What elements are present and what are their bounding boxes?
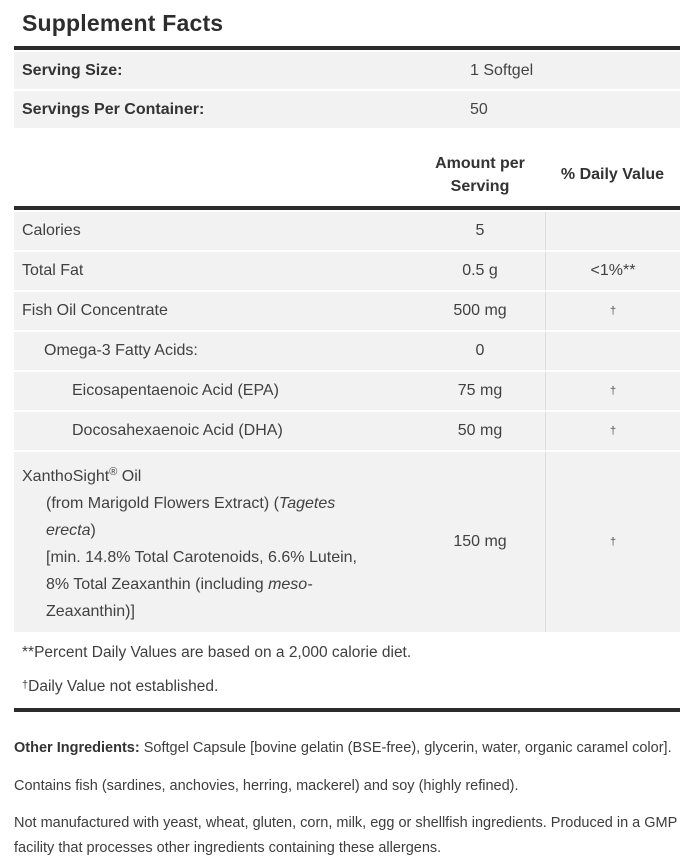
nutrient-daily-value: †: [545, 292, 680, 330]
nutrient-amount: 0: [475, 342, 485, 359]
xanthosight-line-6: Zeaxanthin)]: [46, 603, 135, 620]
other-ingredients-label: Other Ingredients:: [14, 740, 140, 756]
nutrient-daily-value: [545, 332, 680, 370]
nutrient-label: Calories: [22, 222, 81, 239]
nutrient-label: Eicosapentaenoic Acid (EPA): [72, 382, 279, 399]
nutrient-label: Omega-3 Fatty Acids:: [44, 342, 198, 359]
nutrient-label: Fish Oil Concentrate: [22, 302, 168, 319]
contains-allergens-paragraph: Contains fish (sardines, anchovies, herr…: [14, 778, 519, 795]
supplement-facts-panel: Supplement Facts Serving Size: 1 Softgel…: [14, 10, 680, 862]
table-row-calories: Calories 5: [14, 212, 680, 250]
dagger-symbol: †: [22, 679, 29, 691]
footnote-daily-value-not-established: †Daily Value not established.: [22, 678, 219, 695]
panel-title: Supplement Facts: [22, 10, 224, 36]
table-row-xanthosight-oil: XanthoSight® Oil (from Marigold Flowers …: [14, 452, 680, 632]
nutrient-label: Total Fat: [22, 262, 84, 279]
nutrient-amount: 0.5 g: [462, 262, 498, 279]
nutrient-daily-value: [545, 212, 680, 250]
xanthosight-line-3: erecta): [46, 522, 96, 539]
nutrient-daily-value: †: [545, 412, 680, 450]
table-row-dha: Docosahexaenoic Acid (DHA) 50 mg †: [14, 412, 680, 450]
divider-thick-table: [14, 206, 680, 210]
nutrient-amount: 150 mg: [453, 533, 507, 550]
other-ingredients-paragraph: Other Ingredients: Softgel Capsule [bovi…: [14, 740, 672, 756]
table-row-omega-3-fatty-acids: Omega-3 Fatty Acids: 0: [14, 332, 680, 370]
nutrient-daily-value: †: [545, 372, 680, 410]
column-header-amount-per-serving: Amount per Serving: [435, 154, 525, 195]
column-header-percent-daily-value: % Daily Value: [560, 166, 665, 184]
table-row-epa: Eicosapentaenoic Acid (EPA) 75 mg †: [14, 372, 680, 410]
servings-per-container-label: Servings Per Container:: [22, 100, 205, 118]
nutrient-amount: 75 mg: [457, 382, 503, 399]
nutrient-amount: 5: [475, 222, 485, 239]
nutrient-amount: 50 mg: [457, 422, 503, 439]
registered-trademark-symbol: ®: [109, 466, 118, 478]
divider-thick-top: [14, 46, 680, 50]
nutrient-label: XanthoSight® Oil (from Marigold Flowers …: [14, 452, 415, 632]
serving-size-value: 1 Softgel: [470, 61, 534, 79]
footnote-percent-daily-values: **Percent Daily Values are based on a 2,…: [22, 644, 412, 661]
nutrient-amount: 500 mg: [453, 302, 507, 319]
serving-size-label: Serving Size:: [22, 61, 123, 79]
servings-per-container-row: Servings Per Container: 50: [14, 91, 680, 128]
nutrient-label: Docosahexaenoic Acid (DHA): [72, 422, 283, 439]
xanthosight-line-5: 8% Total Zeaxanthin (including meso-: [46, 576, 313, 593]
nutrient-daily-value: †: [545, 452, 680, 632]
servings-per-container-value: 50: [470, 100, 488, 118]
table-row-total-fat: Total Fat 0.5 g <1%**: [14, 252, 680, 290]
table-row-fish-oil-concentrate: Fish Oil Concentrate 500 mg †: [14, 292, 680, 330]
table-header-row: Amount per Serving % Daily Value: [14, 144, 680, 206]
xanthosight-line-4: [min. 14.8% Total Carotenoids, 6.6% Lute…: [46, 549, 357, 566]
manufacturing-disclaimer-paragraph: Not manufactured with yeast, wheat, glut…: [14, 814, 678, 857]
xanthosight-line-2: (from Marigold Flowers Extract) (Tagetes: [46, 495, 336, 512]
nutrient-daily-value: <1%**: [545, 252, 680, 290]
divider-thick-bottom: [14, 708, 680, 712]
xanthosight-line-1: XanthoSight® Oil: [22, 466, 142, 485]
serving-size-row: Serving Size: 1 Softgel: [14, 52, 680, 89]
